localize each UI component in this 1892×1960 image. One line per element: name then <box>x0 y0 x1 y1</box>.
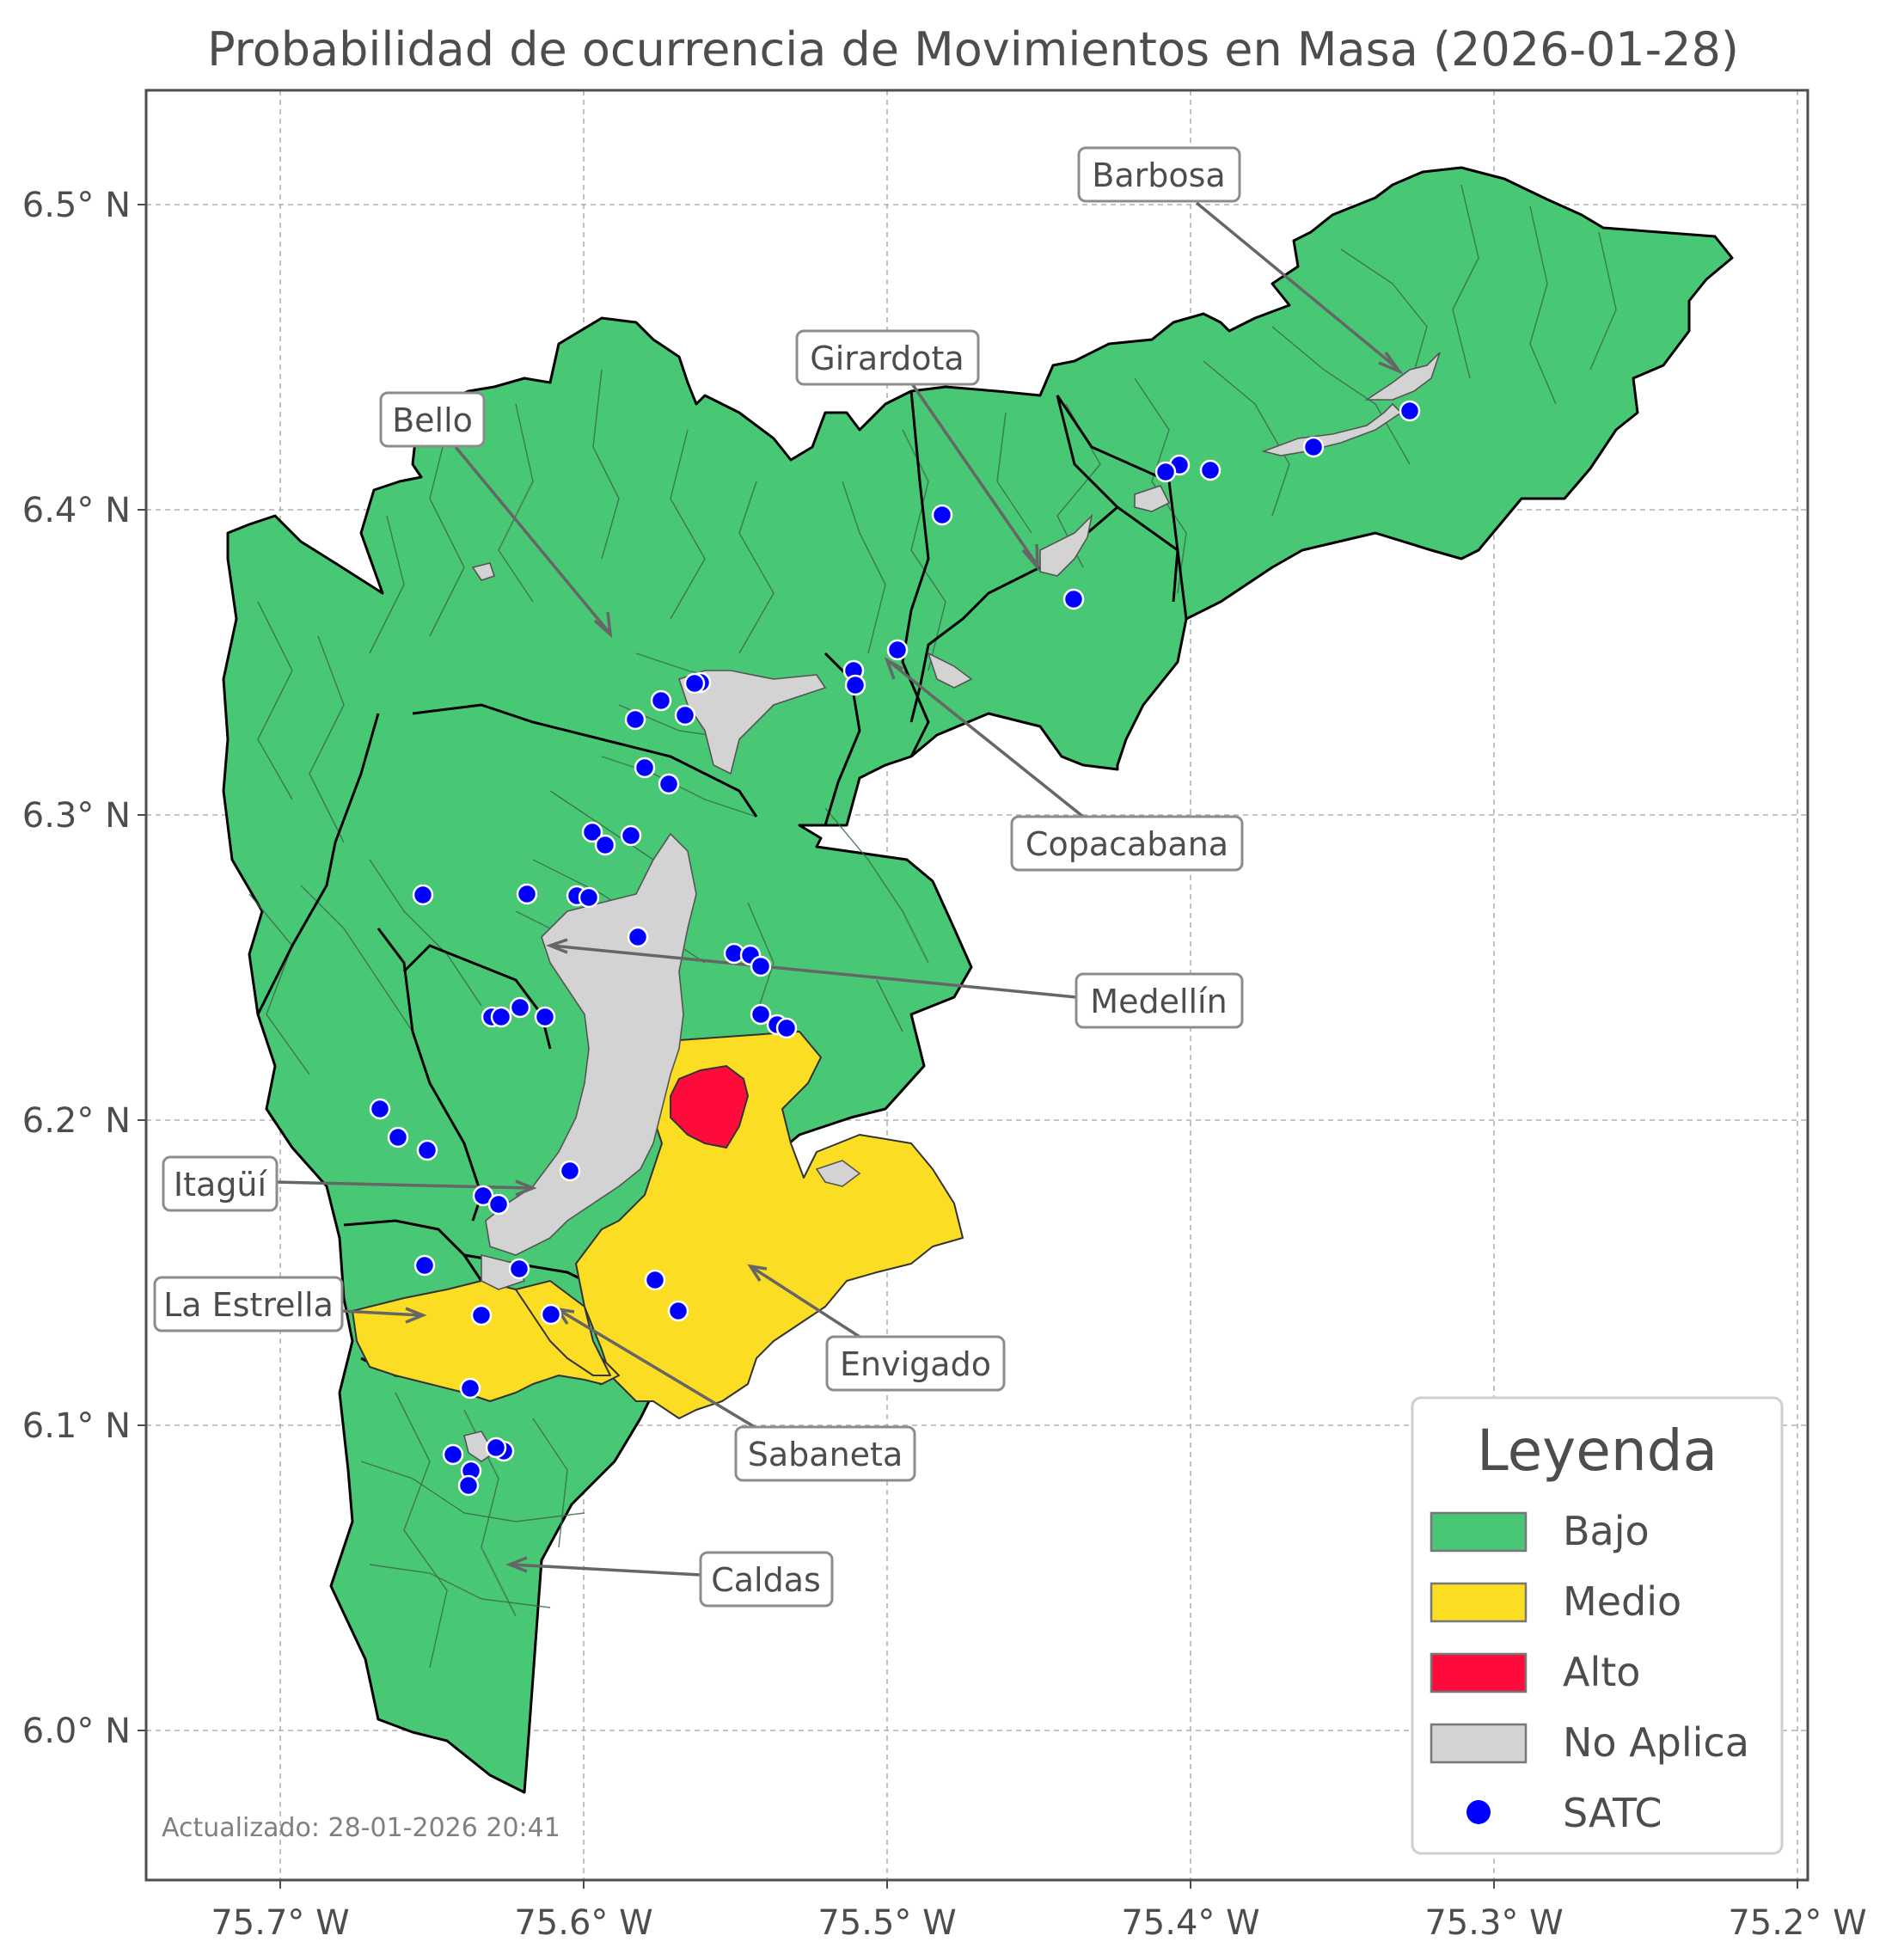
region-bajo <box>222 166 1734 1794</box>
municipality-callouts: Barbosa Girardota Bello Copacabana Medel… <box>153 146 1405 1608</box>
legend-swatch-medio <box>1430 1582 1528 1623</box>
y-tick-label: 6.0° N <box>22 1712 131 1751</box>
y-tick-label: 6.4° N <box>22 491 131 530</box>
callout-la-estrella: La Estrella <box>163 1286 334 1324</box>
callout-medellin: Medellín <box>1090 983 1227 1020</box>
callout-caldas: Caldas <box>711 1561 821 1599</box>
y-tick-label: 6.5° N <box>22 186 131 225</box>
x-tick-label: 75.2° W <box>1728 1903 1866 1943</box>
x-tick-label: 75.7° W <box>211 1903 349 1943</box>
legend: Leyenda Bajo Medio Alto No Aplica SATC <box>1411 1396 1784 1855</box>
legend-swatch-no-aplica <box>1430 1723 1528 1764</box>
y-tick-label: 6.3° N <box>22 796 131 836</box>
x-tick-label: 75.4° W <box>1121 1903 1259 1943</box>
region-medio-sabaneta <box>515 1280 611 1376</box>
region-alto <box>670 1064 750 1149</box>
x-tick-label: 75.3° W <box>1424 1903 1563 1943</box>
legend-label-alto: Alto <box>1563 1649 1640 1695</box>
callout-sabaneta: Sabaneta <box>748 1436 903 1473</box>
map-title: Probabilidad de ocurrencia de Movimiento… <box>207 22 1739 77</box>
callout-copacabana: Copacabana <box>1026 825 1228 863</box>
legend-swatch-satc <box>1466 1800 1491 1824</box>
region-medio-envigado <box>575 1031 964 1419</box>
legend-label-satc: SATC <box>1563 1790 1662 1836</box>
satc-stations <box>369 400 1421 1497</box>
legend-title: Leyenda <box>1477 1418 1717 1484</box>
legend-label-medio: Medio <box>1563 1578 1681 1625</box>
legend-swatch-bajo <box>1430 1511 1528 1553</box>
x-tick-label: 75.6° W <box>514 1903 652 1943</box>
callout-bello: Bello <box>392 401 473 439</box>
plot-frame <box>144 89 1809 1882</box>
callout-barbosa: Barbosa <box>1092 156 1225 194</box>
legend-label-bajo: Bajo <box>1563 1508 1650 1554</box>
legend-swatch-alto <box>1430 1652 1528 1694</box>
y-axis-ticks: 6.5° N 6.4° N 6.3° N 6.2° N 6.1° N 6.0° … <box>22 186 146 1751</box>
callout-girardota: Girardota <box>810 340 964 377</box>
x-tick-label: 75.5° W <box>817 1903 956 1943</box>
y-tick-label: 6.2° N <box>22 1101 131 1141</box>
callout-envigado: Envigado <box>840 1345 991 1383</box>
x-axis-ticks: 75.7° W 75.6° W 75.5° W 75.4° W 75.3° W … <box>211 1880 1867 1943</box>
y-tick-label: 6.1° N <box>22 1406 131 1446</box>
region-no-aplica <box>463 352 1441 1462</box>
updated-timestamp: Actualizado: 28-01-2026 20:41 <box>162 1813 560 1843</box>
callout-itagui: Itagüí <box>174 1166 268 1204</box>
subdivision-lines <box>248 184 1617 1669</box>
legend-label-no-aplica: No Aplica <box>1563 1719 1749 1766</box>
